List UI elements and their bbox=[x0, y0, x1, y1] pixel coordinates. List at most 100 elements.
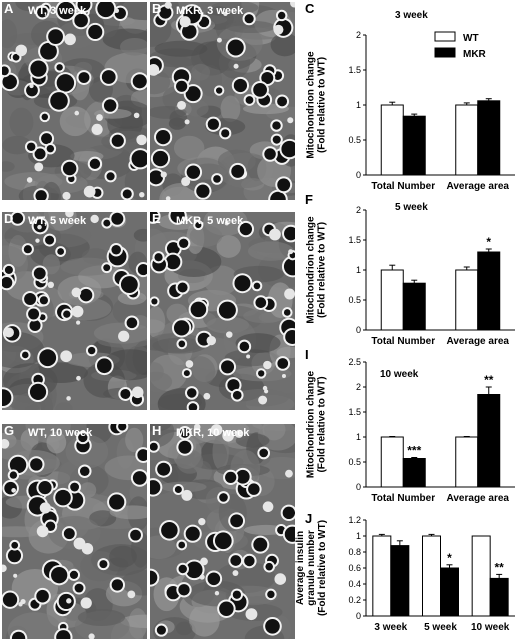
bar-mkr-1 bbox=[477, 394, 501, 488]
y-tick-label: 1 bbox=[356, 100, 361, 110]
significance-marker: * bbox=[486, 235, 491, 249]
category-label: Total Number bbox=[371, 493, 435, 504]
bar-mkr-0 bbox=[390, 545, 410, 617]
chart-label-c: C bbox=[305, 1, 315, 16]
y-tick-label: 1.2 bbox=[348, 515, 361, 525]
panel-label-a: A bbox=[4, 1, 14, 16]
y-axis-label: (Fold relative to WT) bbox=[317, 57, 328, 153]
y-tick-label: 0.8 bbox=[348, 547, 361, 557]
legend-label-wt: WT bbox=[463, 33, 479, 44]
category-label: Total Number bbox=[371, 181, 435, 192]
bar-mkr-1 bbox=[477, 100, 501, 176]
bar-wt-1 bbox=[455, 104, 479, 176]
bar-wt-0 bbox=[380, 436, 404, 488]
bar-wt-0 bbox=[380, 104, 404, 176]
y-tick-label: 0 bbox=[356, 482, 361, 492]
panel-label-h: H bbox=[152, 423, 162, 438]
micrograph-image bbox=[150, 2, 295, 200]
panel-title: MKR, 3 week bbox=[176, 5, 244, 17]
y-axis-label: (Fold relative to WT) bbox=[317, 520, 328, 616]
micrograph-panel-h: MKR, 10 week bbox=[150, 424, 295, 639]
panel-label-b: B bbox=[152, 1, 162, 16]
y-axis-label: Mitochondrion change bbox=[306, 51, 317, 159]
y-tick-label: 0 bbox=[356, 170, 361, 180]
panel-title: WT, 5 week bbox=[28, 215, 87, 227]
significance-marker: ** bbox=[494, 560, 504, 574]
y-tick-label: 1.5 bbox=[348, 235, 361, 245]
y-tick-label: 2 bbox=[356, 205, 361, 215]
bar-chart-i: 0 0.5 1 1.5 2 2.5 Mitochondrion change (Fold re… bbox=[306, 357, 515, 504]
category-label: 10 week bbox=[471, 622, 510, 633]
category-label: Average area bbox=[447, 336, 510, 347]
y-tick-label: 1 bbox=[356, 432, 361, 442]
category-label: 5 week bbox=[424, 622, 457, 633]
bar-wt-2 bbox=[471, 535, 491, 617]
panel-title: WT, 3 week bbox=[28, 5, 87, 17]
y-tick-label: 1.5 bbox=[348, 407, 361, 417]
panel-label-g: G bbox=[4, 423, 15, 438]
y-tick-label: 2.5 bbox=[348, 357, 361, 367]
bar-wt-1 bbox=[422, 535, 441, 617]
category-label: Average area bbox=[447, 181, 510, 192]
micrograph-panel-d: WT, 5 week bbox=[2, 212, 147, 410]
micrograph-image bbox=[150, 424, 295, 639]
category-label: 3 week bbox=[374, 622, 407, 633]
y-tick-label: 2 bbox=[356, 382, 361, 392]
legend-swatch-mkr bbox=[434, 47, 456, 58]
y-tick-label: 0 bbox=[356, 325, 361, 335]
micrograph-panel-e: MKR, 5 week bbox=[150, 212, 295, 410]
chart-label-j: J bbox=[305, 511, 313, 526]
bar-chart-c: 0 0.5 1 1.5 2 Mitochondrion change (Fold relat… bbox=[306, 10, 515, 192]
y-tick-label: 0.5 bbox=[348, 295, 361, 305]
y-axis-label: Mitochondrion change bbox=[306, 370, 317, 478]
bar-mkr-2 bbox=[489, 577, 509, 617]
panel-label-d: D bbox=[4, 211, 14, 226]
y-tick-label: 1 bbox=[356, 531, 361, 541]
y-tick-label: 0.5 bbox=[348, 135, 361, 145]
y-tick-label: 0 bbox=[356, 611, 361, 621]
panel-title: MKR, 5 week bbox=[176, 215, 244, 227]
legend-swatch-wt bbox=[434, 31, 456, 42]
chart-title: 3 week bbox=[395, 10, 428, 21]
y-axis-label: (Fold relative to WT) bbox=[317, 376, 328, 472]
significance-marker: *** bbox=[407, 444, 421, 458]
y-tick-label: 0.4 bbox=[348, 579, 361, 589]
y-tick-label: 0.6 bbox=[348, 563, 361, 573]
y-tick-label: 2 bbox=[356, 30, 361, 40]
chart-label-f: F bbox=[305, 192, 313, 207]
category-label: Total Number bbox=[371, 336, 435, 347]
bar-mkr-0 bbox=[402, 282, 426, 331]
chart-title: 5 week bbox=[395, 202, 428, 213]
y-tick-label: 0.2 bbox=[348, 595, 361, 605]
bar-mkr-0 bbox=[402, 458, 426, 488]
y-tick-label: 1.5 bbox=[348, 65, 361, 75]
y-axis-label: granule number bbox=[306, 530, 317, 606]
significance-marker: * bbox=[447, 551, 452, 565]
bar-mkr-1 bbox=[440, 567, 459, 617]
micrograph-image bbox=[2, 2, 147, 200]
chart-label-i: I bbox=[305, 347, 309, 362]
micrograph-image bbox=[2, 212, 147, 410]
significance-marker: ** bbox=[484, 373, 494, 387]
micrograph-panel-a: WT, 3 week bbox=[2, 2, 147, 200]
y-tick-label: 1 bbox=[356, 265, 361, 275]
y-axis-label: Average insulin bbox=[295, 531, 306, 605]
micrograph-panel-b: MKR, 3 week bbox=[150, 2, 295, 200]
micrograph-panel-g: WT, 10 week bbox=[2, 424, 147, 639]
panel-title: MKR, 10 week bbox=[176, 427, 250, 439]
legend-label-mkr: MKR bbox=[463, 49, 487, 60]
category-label: Average area bbox=[447, 493, 510, 504]
bar-mkr-0 bbox=[402, 115, 426, 176]
bar-chart-j: 0 0.2 0.4 0.6 0.8 1 1.2 Average insulin granule … bbox=[295, 515, 515, 633]
y-axis-label: Mitochondrion change bbox=[306, 216, 317, 324]
bar-wt-1 bbox=[455, 436, 479, 488]
bar-wt-0 bbox=[380, 269, 404, 331]
panel-title: WT, 10 week bbox=[28, 427, 93, 439]
micrograph-image bbox=[150, 212, 295, 410]
panel-label-e: E bbox=[152, 211, 161, 226]
bar-wt-0 bbox=[372, 535, 392, 617]
chart-title: 10 week bbox=[380, 369, 419, 380]
micrograph-image bbox=[2, 424, 147, 639]
y-tick-label: 0.5 bbox=[348, 457, 361, 467]
bar-chart-f: 0 0.5 1 1.5 2 Mitochondrion change (Fold relat… bbox=[306, 202, 515, 347]
